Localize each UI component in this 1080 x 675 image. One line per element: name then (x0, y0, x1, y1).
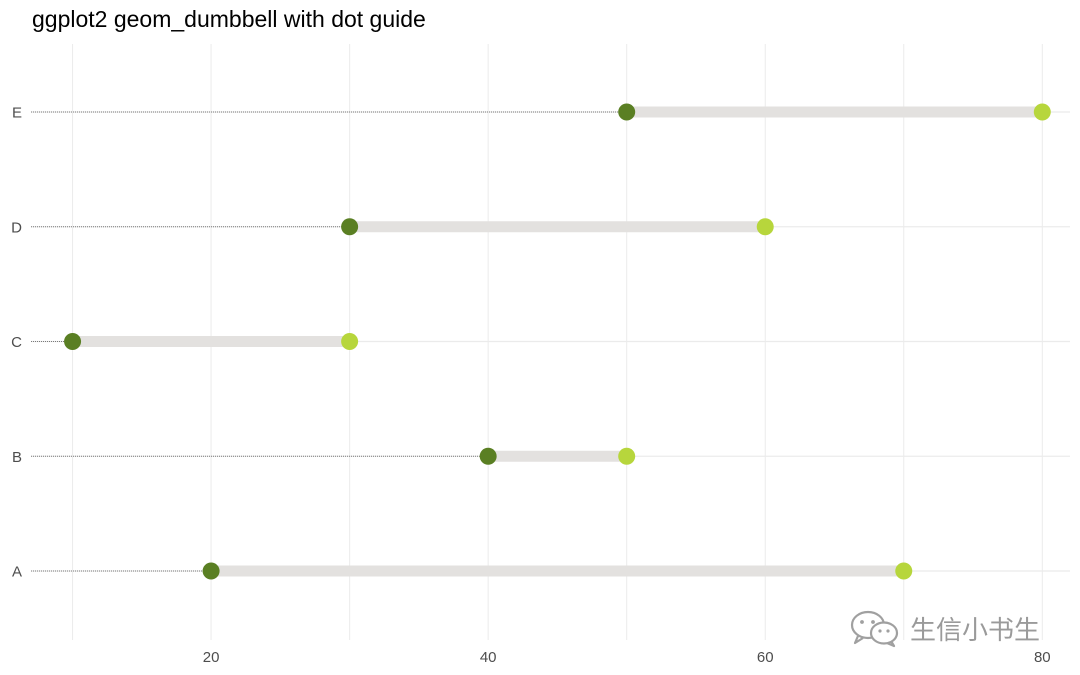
y-tick-label: E (12, 105, 22, 122)
x-tick-label: 60 (757, 649, 774, 666)
y-tick-label: C (11, 334, 22, 351)
wechat-icon (850, 610, 899, 648)
dumbbell-points (64, 103, 1051, 580)
end-point (756, 218, 774, 236)
watermark: 生信小书生 (846, 608, 1040, 648)
x-tick-label: 40 (480, 649, 497, 666)
x-axis-labels: 20 40 60 80 (203, 649, 1051, 666)
start-point (479, 447, 497, 465)
x-tick-label: 80 (1034, 649, 1051, 666)
end-point (1033, 103, 1051, 121)
dumbbell-segments (72, 106, 1043, 577)
start-point (202, 562, 220, 580)
end-point (618, 447, 636, 465)
watermark-text: 生信小书生 (910, 615, 1041, 646)
start-point (64, 333, 82, 350)
end-point (341, 333, 359, 350)
y-axis-labels: A B C D E (11, 105, 22, 581)
y-tick-label: D (11, 219, 22, 236)
x-tick-label: 20 (203, 649, 220, 666)
start-point (341, 218, 359, 236)
start-point (618, 103, 636, 121)
end-point (895, 562, 913, 580)
y-tick-label: B (12, 449, 22, 466)
y-tick-label: A (12, 564, 22, 581)
chart-title: ggplot2 geom_dumbbell with dot guide (32, 6, 426, 32)
